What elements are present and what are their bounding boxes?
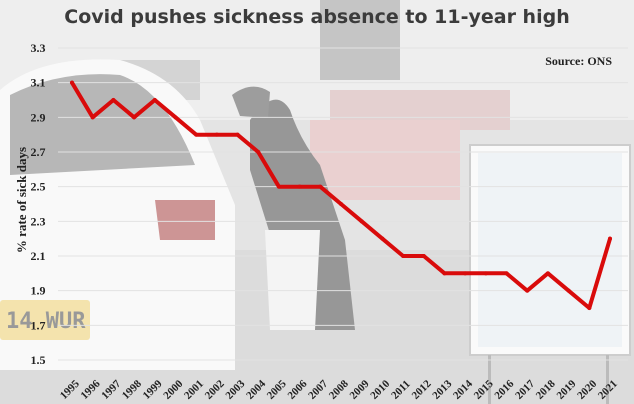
data-point xyxy=(70,80,74,85)
data-point xyxy=(504,271,509,276)
x-tick-label: 2008 xyxy=(327,378,351,402)
data-point xyxy=(463,271,468,276)
x-tick-label: 2019 xyxy=(554,378,578,402)
y-tick-label: 2.5 xyxy=(31,180,46,194)
data-series xyxy=(70,80,612,310)
x-axis-ticks: 1995199619971998199920002001200220032004… xyxy=(58,378,620,402)
x-tick-label: 2007 xyxy=(306,378,330,402)
data-point xyxy=(297,184,302,189)
x-tick-label: 1997 xyxy=(99,378,123,402)
x-tick-label: 1999 xyxy=(141,378,165,402)
data-point xyxy=(276,184,281,189)
y-tick-label: 1.5 xyxy=(31,353,46,367)
x-tick-label: 2005 xyxy=(265,378,289,402)
x-tick-label: 2011 xyxy=(389,378,413,402)
data-point xyxy=(587,306,592,310)
data-point xyxy=(318,184,323,189)
x-tick-label: 1996 xyxy=(79,378,103,402)
chart-title: Covid pushes sickness absence to 11-year… xyxy=(64,6,570,28)
y-tick-label: 1.7 xyxy=(31,318,46,332)
x-tick-label: 2020 xyxy=(575,378,599,402)
x-tick-label: 2006 xyxy=(285,378,309,402)
data-point xyxy=(545,271,550,276)
y-tick-label: 3.3 xyxy=(31,41,46,55)
data-point xyxy=(152,98,157,102)
grid-lines xyxy=(58,47,628,361)
x-tick-label: 2017 xyxy=(513,378,537,402)
x-tick-label: 2018 xyxy=(534,378,558,402)
x-tick-label: 2000 xyxy=(161,378,185,402)
x-tick-label: 1995 xyxy=(58,378,82,402)
y-tick-label: 2.3 xyxy=(31,214,46,228)
series-line-0 xyxy=(70,80,612,310)
data-point xyxy=(421,254,426,258)
data-point xyxy=(256,150,261,154)
data-point xyxy=(173,115,178,120)
x-tick-label: 2012 xyxy=(410,378,434,402)
data-point xyxy=(235,132,240,137)
data-point xyxy=(608,236,612,241)
x-tick-label: 2004 xyxy=(244,378,268,402)
x-tick-label: 2016 xyxy=(492,378,516,402)
y-tick-label: 2.1 xyxy=(31,249,46,263)
data-point xyxy=(214,132,219,137)
data-point xyxy=(401,254,406,258)
x-tick-label: 2015 xyxy=(472,378,496,402)
y-axis-ticks: 1.5 1.7 1.9 2.1 2.3 2.5 2.7 2.9 3.1 3.3 xyxy=(31,41,46,367)
data-point xyxy=(90,115,95,120)
y-tick-label: 1.9 xyxy=(31,284,46,298)
data-point xyxy=(194,132,199,137)
data-point xyxy=(339,202,343,206)
data-point xyxy=(111,98,116,102)
y-tick-label: 2.7 xyxy=(31,145,46,159)
data-point xyxy=(483,271,488,276)
x-tick-label: 2010 xyxy=(368,378,392,402)
data-point xyxy=(380,236,385,241)
data-point xyxy=(525,288,530,293)
data-point xyxy=(132,115,137,120)
x-tick-label: 2002 xyxy=(203,378,227,402)
data-point xyxy=(442,271,447,276)
y-axis-label: % rate of sick days xyxy=(14,146,29,254)
x-tick-label: 2021 xyxy=(596,378,620,402)
x-tick-label: 2013 xyxy=(430,378,454,402)
x-tick-label: 2014 xyxy=(451,378,475,402)
y-tick-label: 3.1 xyxy=(31,76,46,90)
data-point xyxy=(566,288,571,293)
y-tick-label: 2.9 xyxy=(31,110,46,124)
x-tick-label: 1998 xyxy=(120,378,144,402)
x-tick-label: 2003 xyxy=(223,378,247,402)
data-point xyxy=(359,219,364,224)
x-tick-label: 2009 xyxy=(348,378,372,402)
source-note: Source: ONS xyxy=(545,54,612,68)
x-tick-label: 2001 xyxy=(182,378,206,402)
